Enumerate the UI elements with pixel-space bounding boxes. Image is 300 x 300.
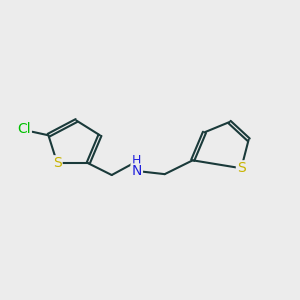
- Text: N: N: [132, 164, 142, 178]
- Text: Cl: Cl: [17, 122, 31, 136]
- Text: S: S: [237, 161, 246, 175]
- Text: H: H: [132, 154, 141, 167]
- Text: S: S: [53, 156, 62, 170]
